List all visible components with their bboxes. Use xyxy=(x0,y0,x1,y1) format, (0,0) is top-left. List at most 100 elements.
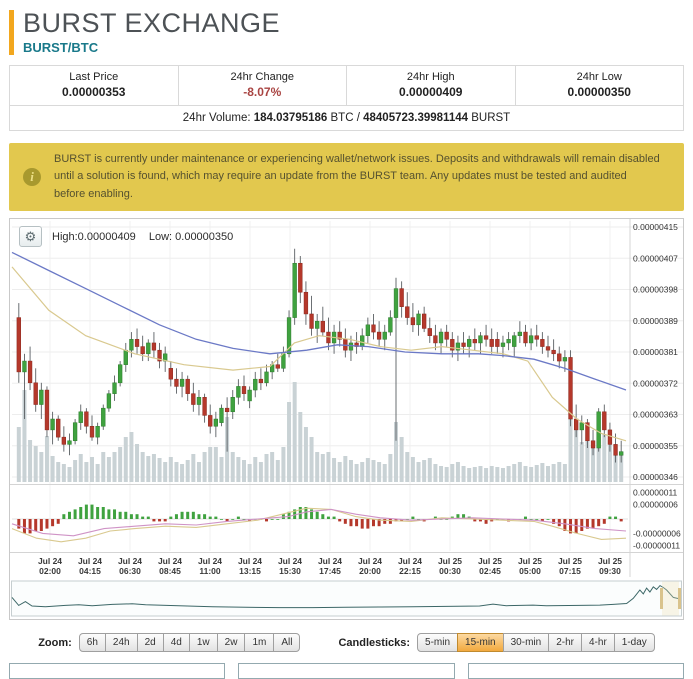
ma-slow-line xyxy=(11,252,627,391)
candle-body xyxy=(179,379,185,387)
candle-body xyxy=(230,397,235,413)
price-axis-label: 0.00000381 xyxy=(633,347,678,357)
price-axis-label: 0.00000398 xyxy=(633,285,678,295)
candlestick-chart-svg[interactable]: 0.00000415 0.00000407 0.00000398 0.00000389… xyxy=(10,219,685,619)
volume-bar xyxy=(405,452,410,483)
candle-body xyxy=(557,353,562,362)
navigator-handle[interactable] xyxy=(678,588,681,610)
macd-histogram-bar xyxy=(552,519,556,525)
candle-body xyxy=(174,379,179,387)
time-axis-time: 08:45 xyxy=(159,566,181,576)
candle-body xyxy=(151,343,157,351)
price-axis-label: 0.00000355 xyxy=(633,441,678,451)
volume-bar xyxy=(309,437,314,483)
macd-histogram-bar xyxy=(84,504,88,520)
macd-histogram-bar xyxy=(304,507,308,520)
zoom-button-6h[interactable]: 6h xyxy=(78,633,106,653)
candlestick-button-15-min[interactable]: 15-min xyxy=(457,633,504,653)
volume-bar xyxy=(484,468,489,483)
volume-bar xyxy=(281,447,286,483)
chart-controls: Zoom: 6h 24h 2d 4d 1w 2w 1m All Candlesticks: 5… xyxy=(9,633,684,653)
zoom-button-1w[interactable]: 1w xyxy=(188,633,218,653)
time-axis-date: Jul 25 xyxy=(438,556,462,566)
volume-bar xyxy=(253,457,258,483)
candle-body xyxy=(117,364,123,384)
macd-histogram-bar xyxy=(332,516,336,520)
volume-bar xyxy=(619,452,624,483)
macd-histogram-bar xyxy=(73,509,77,520)
volume-bar xyxy=(568,392,573,483)
lower-panels-cutoff xyxy=(9,663,684,679)
candle-body xyxy=(112,382,117,395)
page-header: BURST EXCHANGE BURST/BTC xyxy=(9,9,684,55)
macd-histogram-bar xyxy=(203,514,207,520)
candlestick-button-30-min[interactable]: 30-min xyxy=(502,633,550,653)
volume-bar xyxy=(461,466,466,483)
candle-body xyxy=(348,343,354,351)
macd-histogram-bar xyxy=(321,514,325,520)
macd-histogram-bar xyxy=(360,519,364,529)
candle-body xyxy=(208,415,213,427)
macd-histogram-bar xyxy=(394,519,398,522)
macd-histogram-bar xyxy=(315,512,319,520)
candle-body xyxy=(95,426,100,438)
volume-bar xyxy=(320,454,325,483)
volume-bar xyxy=(348,460,353,483)
macd-histogram-bar xyxy=(546,519,550,521)
trading-pair: BURST/BTC xyxy=(23,39,99,55)
volume-burst: 48405723.39981144 xyxy=(363,111,469,124)
macd-histogram-bar xyxy=(248,519,252,522)
low-value: 0.00000350 xyxy=(567,84,631,99)
volume-bar xyxy=(22,390,27,483)
macd-histogram-bar xyxy=(242,519,246,521)
candle-body xyxy=(410,317,416,326)
volume-bar xyxy=(95,464,100,483)
volume-row: 24hr Volume: 184.03795186 BTC / 48405723… xyxy=(182,111,511,124)
candlestick-button-4-hr[interactable]: 4-hr xyxy=(580,633,615,653)
candle-body xyxy=(376,332,382,340)
candle-body xyxy=(157,350,162,362)
zoom-button-24h[interactable]: 24h xyxy=(104,633,138,653)
volume-bar xyxy=(61,464,66,483)
zoom-button-2w[interactable]: 2w xyxy=(216,633,246,653)
candle-body xyxy=(247,390,252,402)
navigator-handle[interactable] xyxy=(660,588,663,610)
macd-histogram-bar xyxy=(169,516,173,520)
candlestick-button-1-day[interactable]: 1-day xyxy=(613,633,655,653)
time-axis-time: 02:00 xyxy=(39,566,61,576)
candle-body xyxy=(241,386,247,395)
zoom-button-1m[interactable]: 1m xyxy=(244,633,275,653)
candle-body xyxy=(146,343,151,355)
volume-bar xyxy=(230,452,235,483)
macd-histogram-bar xyxy=(96,507,100,520)
time-axis-time: 04:15 xyxy=(79,566,101,576)
zoom-button-4d[interactable]: 4d xyxy=(162,633,190,653)
candlestick-button-5-min[interactable]: 5-min xyxy=(417,633,459,653)
volume-bar xyxy=(16,427,21,483)
volume-bar xyxy=(129,432,134,483)
price-axis-label: 0.00000346 xyxy=(633,472,678,482)
candle-body xyxy=(495,339,500,348)
candle-body xyxy=(573,419,579,431)
zoom-button-2d[interactable]: 2d xyxy=(136,633,164,653)
macd-histogram-bar xyxy=(602,519,606,525)
change-value: -8.07% xyxy=(243,84,282,99)
macd-histogram-bar xyxy=(580,519,584,532)
price-chart: 0.00000415 0.00000407 0.00000398 0.00000389… xyxy=(9,218,685,621)
volume-bar xyxy=(39,452,44,483)
candle-body xyxy=(337,332,342,340)
volume-bar xyxy=(202,452,207,483)
volume-bar xyxy=(292,382,297,483)
candlestick-button-2-hr[interactable]: 2-hr xyxy=(548,633,582,653)
macd-signal-line xyxy=(11,509,627,537)
candle-body xyxy=(78,411,83,424)
chart-settings-button[interactable]: ⚙ xyxy=(19,226,42,248)
volume-bar xyxy=(506,466,511,483)
macd-histogram-bar xyxy=(174,514,178,520)
indicator-axis-label: -0.00000011 xyxy=(633,541,680,551)
zoom-button-all[interactable]: All xyxy=(273,633,301,653)
macd-histogram-bar xyxy=(107,509,111,520)
candle-body xyxy=(478,335,483,344)
macd-histogram-bar xyxy=(619,519,623,522)
